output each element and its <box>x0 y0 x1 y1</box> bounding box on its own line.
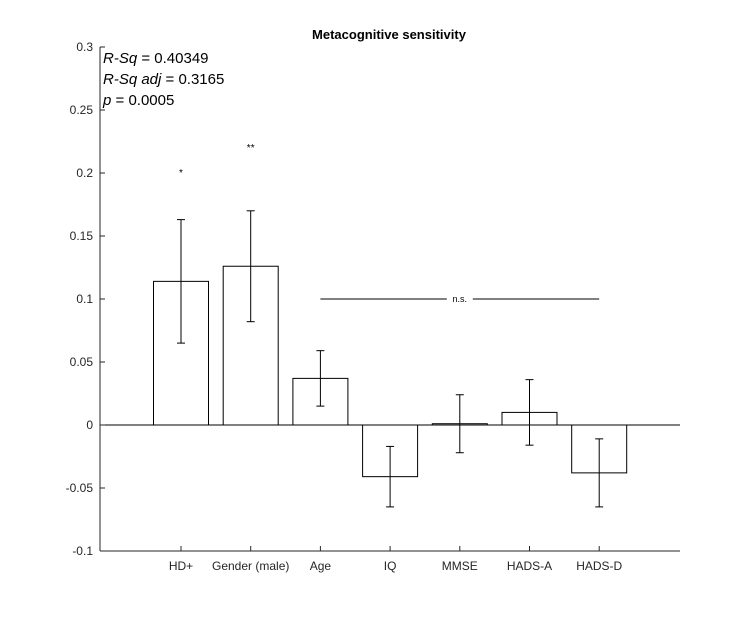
x-tick-label: MMSE <box>442 559 478 573</box>
y-tick-label: -0.1 <box>72 544 93 558</box>
y-tick-label: 0 <box>86 418 93 432</box>
bars <box>153 210 628 508</box>
annotations: ***n.s. <box>179 143 600 304</box>
y-tick-label: 0.1 <box>76 292 93 306</box>
stat-value: = 0.40349 <box>137 50 208 67</box>
stat-name: R-Sq <box>103 50 138 67</box>
y-tick-label: 0.2 <box>76 166 93 180</box>
axes: -0.1 -0.05 0 0.05 0.1 0.15 0.2 0.25 0.3 HD+ Gender… <box>66 40 680 573</box>
stat-name: R-Sq adj <box>103 71 162 88</box>
stat-value: = 0.3165 <box>161 71 224 88</box>
significance-marker: * <box>179 168 183 179</box>
x-tick-label: Age <box>310 559 332 573</box>
y-tick-label: 0.25 <box>70 103 94 117</box>
y-tick-label: -0.05 <box>66 481 94 495</box>
stats-box: R-Sq = 0.40349 R-Sq adj = 0.3165 p = 0.000… <box>102 50 224 109</box>
y-tick-label: 0.05 <box>70 355 94 369</box>
x-tick-label: HD+ <box>169 559 193 573</box>
y-tick-label: 0.15 <box>70 229 94 243</box>
x-tick-label: Gender (male) <box>212 559 289 573</box>
stat-name: p <box>102 92 111 109</box>
x-tick-label: HADS-D <box>576 559 622 573</box>
significance-marker: ** <box>247 143 255 154</box>
chart-title: Metacognitive sensitivity <box>312 27 467 42</box>
stat-value: = 0.0005 <box>111 92 174 109</box>
x-tick-label: IQ <box>384 559 397 573</box>
x-tick-label: HADS-A <box>507 559 552 573</box>
ns-label: n.s. <box>453 294 468 304</box>
stat-line: R-Sq = 0.40349 <box>103 50 209 67</box>
stat-line: p = 0.0005 <box>102 92 174 109</box>
stat-line: R-Sq adj = 0.3165 <box>103 71 224 88</box>
y-tick-label: 0.3 <box>76 40 93 54</box>
